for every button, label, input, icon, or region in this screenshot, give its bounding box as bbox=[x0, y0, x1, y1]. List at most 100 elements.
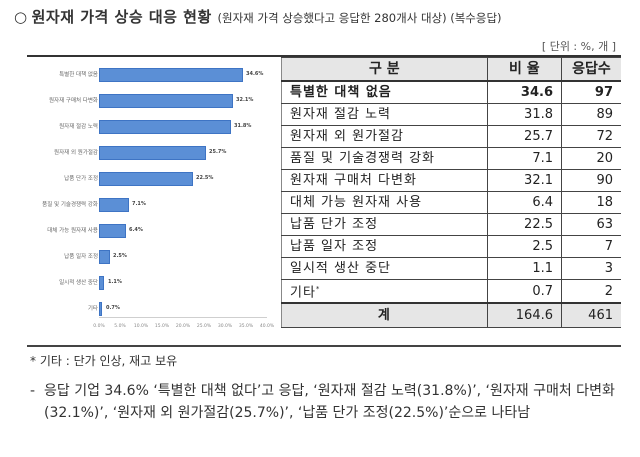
row-name: 기타* bbox=[281, 279, 488, 304]
chart-bar-row: 원자재 외 원가절감 25.7% bbox=[27, 146, 281, 160]
top-rule bbox=[27, 55, 621, 57]
table-row: 특별한 대책 없음 34.6 97 bbox=[281, 80, 621, 104]
row-name: 특별한 대책 없음 bbox=[281, 80, 488, 104]
dash-bullet: - bbox=[30, 383, 36, 399]
bar bbox=[99, 302, 102, 316]
chart-bar-row: 품질 및 기술경쟁력 강화 7.1% bbox=[27, 198, 281, 212]
bar-label: 납품 단가 조정 bbox=[64, 176, 98, 182]
row-count: 97 bbox=[561, 80, 621, 104]
table-row: 품질 및 기술경쟁력 강화 7.1 20 bbox=[281, 147, 621, 170]
row-count: 20 bbox=[561, 147, 621, 170]
table-row: 원자재 외 원가절감 25.7 72 bbox=[281, 125, 621, 148]
bar bbox=[99, 276, 104, 290]
unit-label: [ 단위 : %, 개 ] bbox=[541, 40, 616, 53]
total-name: 계 bbox=[281, 302, 488, 329]
row-ratio: 32.1 bbox=[486, 169, 563, 192]
bar-value: 34.6% bbox=[246, 71, 264, 77]
bar-value: 2.5% bbox=[113, 253, 127, 259]
row-name: 원자재 구매처 다변화 bbox=[281, 169, 488, 192]
title-subtitle: (원자재 가격 상승했다고 응답한 280개사 대상) (복수응답) bbox=[217, 11, 502, 25]
table-row: 원자재 절감 노력 31.8 89 bbox=[281, 103, 621, 126]
bar-label: 기타 bbox=[87, 306, 98, 312]
footnote-marker: * bbox=[315, 285, 321, 293]
title-main: 원자재 가격 상승 대응 현황 bbox=[31, 8, 212, 26]
bar bbox=[99, 172, 193, 186]
table-row: 일시적 생산 중단 1.1 3 bbox=[281, 257, 621, 280]
row-name: 품질 및 기술경쟁력 강화 bbox=[281, 147, 488, 170]
table-row: 원자재 구매처 다변화 32.1 90 bbox=[281, 169, 621, 192]
bar bbox=[99, 250, 110, 264]
x-axis-line bbox=[99, 317, 267, 318]
x-tick: 0.0% bbox=[93, 324, 105, 329]
row-ratio: 6.4 bbox=[486, 191, 563, 214]
chart-bar-row: 원자재 구매처 다변화 32.1% bbox=[27, 94, 281, 108]
bar-label: 원자재 구매처 다변화 bbox=[48, 98, 98, 104]
chart-bar-row: 특별한 대책 없음 34.6% bbox=[27, 68, 281, 82]
x-tick: 25.0% bbox=[196, 324, 212, 329]
x-tick: 10.0% bbox=[133, 324, 149, 329]
header-ratio: 비 율 bbox=[486, 57, 563, 82]
chart-bar-row: 대체 가능 원자재 사용 6.4% bbox=[27, 224, 281, 238]
header-category: 구 분 bbox=[281, 57, 488, 82]
total-count: 461 bbox=[561, 302, 621, 329]
row-name: 납품 단가 조정 bbox=[281, 213, 488, 236]
total-ratio: 164.6 bbox=[486, 302, 563, 329]
chart-bar-row: 기타 0.7% bbox=[27, 302, 281, 316]
bar bbox=[99, 224, 126, 238]
chart-bar-row: 원자재 절감 노력 31.8% bbox=[27, 120, 281, 134]
table-row: 납품 일자 조정 2.5 7 bbox=[281, 235, 621, 258]
x-tick: 35.0% bbox=[238, 324, 254, 329]
bar-label: 대체 가능 원자재 사용 bbox=[47, 228, 98, 234]
row-count: 72 bbox=[561, 125, 621, 148]
summary-text: 응답 기업 34.6% ‘특별한 대책 없다’고 응답, ‘원자재 절감 노력(… bbox=[44, 383, 615, 421]
bar-value: 0.7% bbox=[106, 305, 120, 311]
row-count: 3 bbox=[561, 257, 621, 280]
circle-bullet-icon: ○ bbox=[14, 8, 28, 26]
x-tick: 30.0% bbox=[217, 324, 233, 329]
x-tick: 20.0% bbox=[175, 324, 191, 329]
bar-value: 31.8% bbox=[234, 123, 252, 129]
response-table: 구 분 비 율 응답수 특별한 대책 없음 34.6 97 원자재 절감 노력 … bbox=[281, 57, 621, 329]
table-row: 기타* 0.7 2 bbox=[281, 279, 621, 304]
bar-value: 1.1% bbox=[108, 279, 122, 285]
row-ratio: 7.1 bbox=[486, 147, 563, 170]
bar-label: 품질 및 기술경쟁력 강화 bbox=[42, 202, 98, 208]
bar-label: 원자재 절감 노력 bbox=[59, 124, 98, 130]
bar-label: 원자재 외 원가절감 bbox=[54, 150, 98, 156]
bar-value: 25.7% bbox=[209, 149, 227, 155]
bar-value: 7.1% bbox=[132, 201, 146, 207]
row-name: 일시적 생산 중단 bbox=[281, 257, 488, 280]
bar-value: 22.5% bbox=[196, 175, 214, 181]
row-name-text: 기타 bbox=[290, 285, 316, 301]
table-row: 대체 가능 원자재 사용 6.4 18 bbox=[281, 191, 621, 214]
row-name: 납품 일자 조정 bbox=[281, 235, 488, 258]
bar-chart: 특별한 대책 없음 34.6% 원자재 구매처 다변화 32.1% 원자재 절감… bbox=[27, 58, 281, 345]
row-count: 7 bbox=[561, 235, 621, 258]
bar-label: 납품 일자 조정 bbox=[64, 254, 98, 260]
row-ratio: 22.5 bbox=[486, 213, 563, 236]
row-count: 63 bbox=[561, 213, 621, 236]
summary-paragraph: - 응답 기업 34.6% ‘특별한 대책 없다’고 응답, ‘원자재 절감 노… bbox=[30, 380, 625, 424]
row-count: 2 bbox=[561, 279, 621, 304]
row-name: 원자재 절감 노력 bbox=[281, 103, 488, 126]
row-count: 89 bbox=[561, 103, 621, 126]
row-ratio: 1.1 bbox=[486, 257, 563, 280]
bar bbox=[99, 198, 129, 212]
row-ratio: 2.5 bbox=[486, 235, 563, 258]
table-total-row: 계 164.6 461 bbox=[281, 302, 621, 329]
x-tick: 5.0% bbox=[114, 324, 126, 329]
bar bbox=[99, 120, 231, 134]
table-header-row: 구 분 비 율 응답수 bbox=[281, 57, 621, 82]
row-count: 90 bbox=[561, 169, 621, 192]
header-count: 응답수 bbox=[561, 57, 621, 82]
bar-value: 32.1% bbox=[236, 97, 254, 103]
row-name: 대체 가능 원자재 사용 bbox=[281, 191, 488, 214]
bar bbox=[99, 94, 233, 108]
x-tick: 40.0% bbox=[259, 324, 275, 329]
bar bbox=[99, 146, 206, 160]
footnote: * 기타 : 단가 인상, 재고 보유 bbox=[30, 354, 178, 368]
bottom-rule bbox=[27, 345, 621, 347]
x-tick: 15.0% bbox=[154, 324, 170, 329]
row-ratio: 0.7 bbox=[486, 279, 563, 304]
row-ratio: 31.8 bbox=[486, 103, 563, 126]
